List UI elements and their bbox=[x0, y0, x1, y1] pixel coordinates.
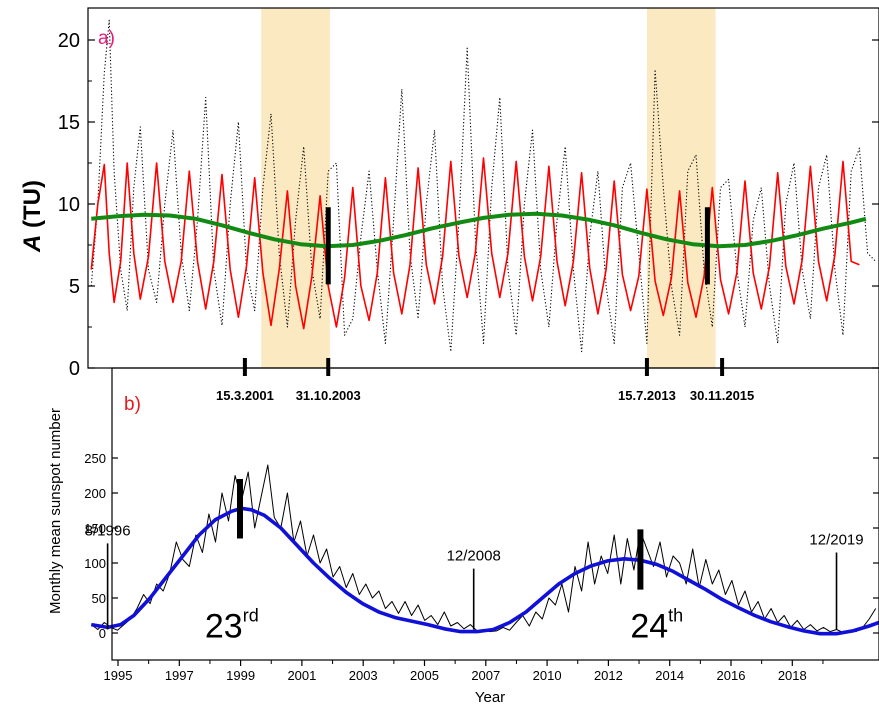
shaded-periods bbox=[261, 8, 716, 368]
panel-b-x-tick-label-11: 2018 bbox=[778, 668, 807, 683]
panel-b-x-tick-label-2: 1999 bbox=[226, 668, 255, 683]
panel-b-x-tick-label-10: 2016 bbox=[717, 668, 746, 683]
panel-b-markers bbox=[236, 479, 644, 590]
date-label-0: 15.3.2001 bbox=[216, 388, 274, 403]
panel-b-y-tick-label-0: 0 bbox=[99, 626, 106, 641]
cycle-number: 24 bbox=[630, 608, 668, 646]
panel-b-y-tick-label-4: 200 bbox=[84, 486, 106, 501]
panel-b-x-axis-label: Year bbox=[475, 689, 505, 706]
cycle-suffix: th bbox=[668, 606, 683, 626]
cycle-suffix: rd bbox=[243, 606, 259, 626]
panel-b-y-tick-label-2: 100 bbox=[84, 556, 106, 571]
panel-a: 0 5 10 15 20 a) A (TU) bbox=[19, 7, 879, 380]
panel-b-annotations: 8/1996 12/2008 12/2019 bbox=[85, 522, 864, 630]
date-label-2: 15.7.2013 bbox=[618, 388, 676, 403]
date-label-3: 30.11.2015 bbox=[690, 388, 754, 403]
cycle-label-1: 24th bbox=[630, 606, 683, 646]
panel-a-y-axis-label: A (TU) bbox=[19, 180, 46, 253]
panel-b-series-1 bbox=[90, 506, 879, 636]
panel-b-x-tick-label-5: 2005 bbox=[410, 668, 439, 683]
panel-a-label: a) bbox=[98, 28, 115, 49]
y-axis-label-italic: A bbox=[19, 235, 46, 253]
cycle-number: 23 bbox=[205, 608, 243, 646]
panel-a-y-tick-label-1: 5 bbox=[69, 276, 80, 298]
panel-a-markers bbox=[242, 207, 725, 376]
cycle-label-0: 23rd bbox=[205, 606, 259, 646]
panel-a-series-2 bbox=[91, 211, 867, 249]
panel-a-y-tick-label-3: 15 bbox=[58, 112, 80, 134]
panel-a-y-tick-label-4: 20 bbox=[58, 30, 80, 52]
panel-b-x-tick-label-0: 1995 bbox=[104, 668, 133, 683]
panel-a-y-tick-label-2: 10 bbox=[58, 194, 80, 216]
panel-b-y-tick-label-1: 50 bbox=[92, 591, 106, 606]
panel-a-series-1 bbox=[90, 157, 860, 330]
panel-a-frame bbox=[87, 7, 879, 369]
panel-a-y-tick-label-0: 0 bbox=[69, 358, 80, 380]
panel-b-x-tick-label-6: 2007 bbox=[471, 668, 500, 683]
panel-b: 8/1996 12/2008 12/2019 15.3.2001 31.10.2003… bbox=[47, 367, 879, 706]
panel-b-y-tick-label-3: 150 bbox=[84, 521, 106, 536]
panel-b-frame bbox=[111, 367, 879, 661]
panel-b-y-ticks: 0 50 100 150 200 250 bbox=[84, 451, 879, 641]
panel-b-cycle-labels: 23rd 24th bbox=[205, 606, 683, 646]
panel-b-x-tick-label-8: 2012 bbox=[594, 668, 623, 683]
annotation-label-1: 12/2008 bbox=[447, 548, 501, 565]
panel-b-x-ticks: 1995 1997 1999 2001 2003 2005 2007 2010 2012 2014… bbox=[104, 660, 824, 683]
panel-b-x-tick-label-9: 2014 bbox=[655, 668, 684, 683]
annotation-label-0: 8/1996 bbox=[85, 522, 131, 539]
date-label-1: 31.10.2003 bbox=[296, 388, 361, 403]
panel-b-y-axis-label: Monthly mean sunspot number bbox=[47, 408, 64, 614]
panel-b-label: b) bbox=[124, 394, 141, 415]
shaded-period-1 bbox=[646, 8, 716, 368]
panel-b-x-tick-label-3: 2001 bbox=[287, 668, 316, 683]
panel-b-y-tick-label-5: 250 bbox=[84, 451, 106, 466]
y-axis-label-rest: (TU) bbox=[19, 180, 46, 235]
panel-b-x-tick-label-1: 1997 bbox=[165, 668, 194, 683]
panel-b-x-tick-label-4: 2003 bbox=[349, 668, 378, 683]
panel-a-series bbox=[90, 19, 877, 353]
panel-a-series-0 bbox=[90, 19, 877, 353]
panel-b-series bbox=[90, 464, 879, 636]
panel-b-date-labels: 15.3.2001 31.10.2003 15.7.2013 30.11.2015 bbox=[216, 388, 754, 403]
annotation-label-2: 12/2019 bbox=[809, 532, 863, 549]
panel-b-x-tick-label-7: 2010 bbox=[533, 668, 562, 683]
